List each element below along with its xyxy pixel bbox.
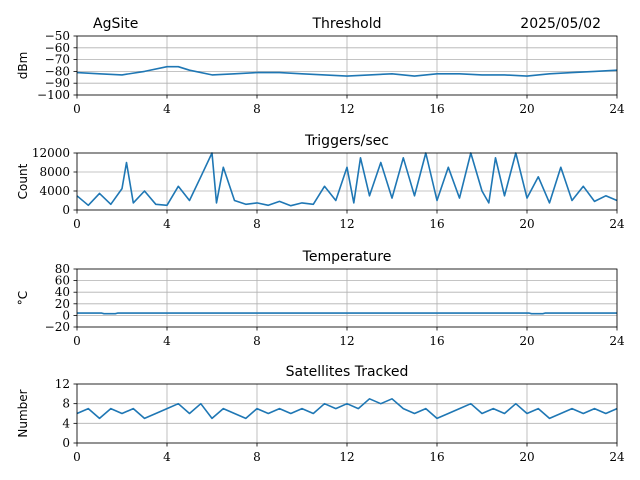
x-tick-label: 12: [339, 102, 354, 116]
series-line: [76, 152, 618, 207]
x-tick-label: 4: [163, 334, 171, 348]
chart-title: Temperature: [302, 249, 392, 265]
chart-title: Triggers/sec: [304, 133, 389, 149]
y-tick-label: 0: [62, 308, 70, 322]
x-tick-label: 20: [519, 450, 534, 464]
site-label: AgSite: [93, 16, 138, 32]
y-tick-label: −80: [45, 64, 70, 78]
x-tick-label: 4: [163, 217, 171, 231]
y-tick-label: 40: [55, 285, 70, 299]
series-line: [76, 398, 618, 420]
chart-panel-0: 0 4 8 12 16 20 24 −50−60−70−80−90−100 Threshold d…: [16, 16, 625, 116]
y-tick-label: 20: [55, 297, 70, 311]
chart-panels: 0 4 8 12 16 20 24 −50−60−70−80−90−100 Threshold d…: [16, 16, 625, 464]
x-tick-label: 4: [163, 450, 171, 464]
y-tick-label: −90: [45, 76, 70, 90]
y-tick-label: 0: [62, 203, 70, 217]
y-tick-label: 4000: [39, 184, 70, 198]
x-tick-label: 0: [73, 102, 81, 116]
x-tick-label: 20: [519, 334, 534, 348]
y-axis-label: Count: [16, 163, 30, 199]
x-tick-label: 20: [519, 102, 534, 116]
x-tick-label: 24: [609, 450, 625, 464]
x-tick-label: 4: [163, 102, 171, 116]
x-tick-label: 16: [429, 334, 444, 348]
x-tick-label: 24: [609, 217, 625, 231]
x-tick-label: 8: [253, 334, 261, 348]
y-tick-label: 12000: [32, 146, 70, 160]
x-tick-label: 0: [73, 217, 81, 231]
chart-panel-3: 0 4 8 12 16 20 24 0 4 8 12 Satellites Tracked Number: [16, 364, 625, 464]
y-tick-label: 12: [55, 377, 70, 391]
y-tick-label: −20: [45, 320, 70, 334]
y-tick-label: 8000: [39, 165, 70, 179]
y-tick-label: 8: [62, 397, 70, 411]
chart-title: Threshold: [312, 16, 382, 32]
x-tick-label: 12: [339, 450, 354, 464]
x-tick-label: 12: [339, 334, 354, 348]
series-line: [77, 312, 617, 315]
y-axis-label: Number: [16, 389, 30, 437]
x-tick-label: 20: [519, 217, 534, 231]
y-axis-label: dBm: [16, 52, 30, 80]
x-tick-label: 16: [429, 102, 444, 116]
y-tick-label: 60: [55, 274, 70, 288]
x-tick-label: 0: [73, 450, 81, 464]
y-tick-label: 4: [62, 416, 70, 430]
x-tick-label: 12: [339, 217, 354, 231]
x-tick-label: 16: [429, 450, 444, 464]
y-tick-label: −70: [45, 53, 70, 67]
x-tick-label: 24: [609, 102, 625, 116]
y-tick-label: −50: [45, 29, 70, 43]
x-tick-label: 24: [609, 334, 625, 348]
y-axis-label: °C: [16, 291, 30, 305]
x-tick-label: 8: [253, 450, 261, 464]
x-tick-label: 8: [253, 102, 261, 116]
x-tick-label: 0: [73, 334, 81, 348]
date-label: 2025/05/02: [520, 16, 601, 32]
x-tick-label: 8: [253, 217, 261, 231]
series-line: [76, 65, 618, 77]
y-tick-label: −100: [37, 88, 70, 102]
y-tick-label: −60: [45, 41, 70, 55]
y-tick-label: 80: [55, 262, 70, 276]
y-tick-label: 0: [62, 436, 70, 450]
chart-panel-1: 0 4 8 12 16 20 24 0 4000 8000 12000 Triggers/sec Cou…: [16, 133, 625, 231]
chart-title: Satellites Tracked: [286, 364, 409, 380]
x-tick-label: 16: [429, 217, 444, 231]
